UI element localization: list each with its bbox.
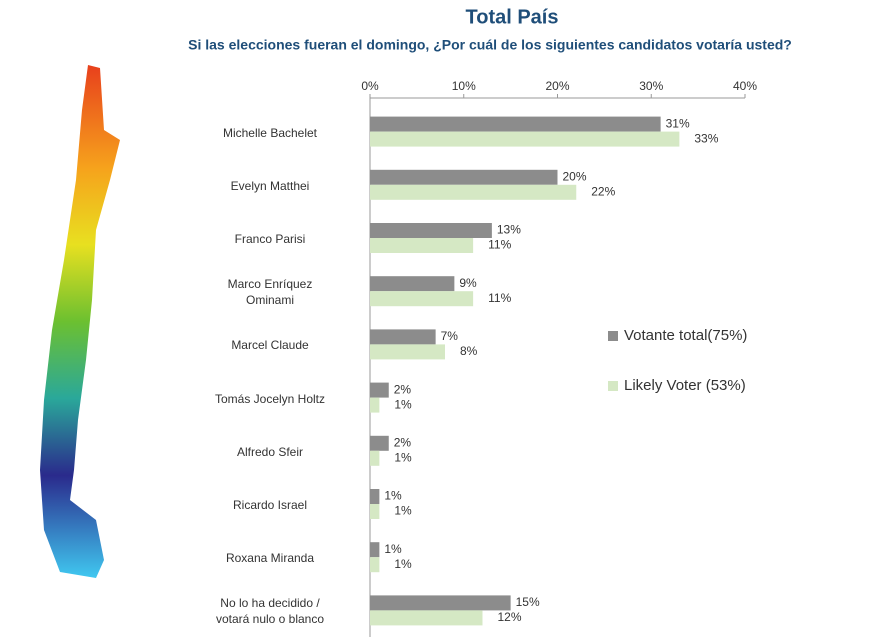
y-tick-label: Michelle Bachelet xyxy=(222,125,318,140)
x-tick-label: 40% xyxy=(733,79,757,93)
legend-label: Votante total(75%) xyxy=(624,327,747,344)
bar xyxy=(370,489,380,504)
value-label: 1% xyxy=(384,542,402,556)
value-label: 1% xyxy=(394,557,412,571)
y-tick-label: Evelyn Matthei xyxy=(230,178,310,193)
value-label: 2% xyxy=(394,382,412,396)
x-tick-label: 30% xyxy=(639,79,663,93)
value-label: 33% xyxy=(694,131,718,145)
y-tick-label: No lo ha decidido / votará nulo o blanco xyxy=(215,596,325,627)
bar xyxy=(370,382,389,398)
bar xyxy=(370,329,436,345)
y-tick-label: Marco Enríquez Ominami xyxy=(227,277,313,308)
bar xyxy=(370,344,445,360)
bar xyxy=(370,184,577,200)
value-label: 13% xyxy=(497,223,521,237)
y-tick-label: Franco Parisi xyxy=(234,232,306,246)
y-tick-label: Ricardo Israel xyxy=(232,498,308,512)
value-label: 1% xyxy=(394,450,412,464)
value-label: 9% xyxy=(459,276,477,290)
y-tick-label: Tomás Jocelyn Holtz xyxy=(214,391,326,406)
bar xyxy=(370,610,483,626)
bar xyxy=(370,397,380,413)
map-decoration xyxy=(40,65,120,578)
value-label: 22% xyxy=(591,184,615,198)
bar xyxy=(370,116,661,132)
x-tick-label: 10% xyxy=(452,79,476,93)
bar xyxy=(370,450,380,466)
bar xyxy=(370,595,511,611)
y-tick-label: Marcel Claude xyxy=(231,338,309,353)
y-tick-label: Alfredo Sfeir xyxy=(236,444,304,459)
chart-title: Total País xyxy=(466,6,559,28)
bar xyxy=(370,542,380,558)
x-tick-label: 20% xyxy=(545,79,569,93)
value-label: 1% xyxy=(394,397,412,411)
bar xyxy=(370,131,680,147)
value-label: 1% xyxy=(394,504,412,518)
bar xyxy=(370,276,455,292)
value-label: 31% xyxy=(666,116,690,130)
value-label: 20% xyxy=(563,169,587,183)
bar xyxy=(370,557,380,573)
value-label: 15% xyxy=(516,595,540,609)
bar xyxy=(370,435,389,451)
chart-subtitle: Si las elecciones fueran el domingo, ¿Po… xyxy=(188,37,792,53)
legend-swatch xyxy=(608,381,618,391)
value-label: 12% xyxy=(498,610,522,624)
bar xyxy=(370,504,380,519)
legend-swatch xyxy=(608,331,618,341)
x-tick-label: 0% xyxy=(361,79,379,93)
bar xyxy=(370,238,474,253)
bar xyxy=(370,169,558,185)
value-label: 11% xyxy=(488,238,511,252)
value-label: 11% xyxy=(488,291,511,305)
value-label: 1% xyxy=(384,489,402,503)
value-label: 2% xyxy=(394,435,412,449)
bar xyxy=(370,223,492,238)
bar xyxy=(370,291,474,307)
legend-label: Likely Voter (53%) xyxy=(624,377,746,394)
value-label: 8% xyxy=(460,344,478,358)
y-tick-label: Roxana Miranda xyxy=(225,551,315,566)
value-label: 7% xyxy=(441,329,459,343)
